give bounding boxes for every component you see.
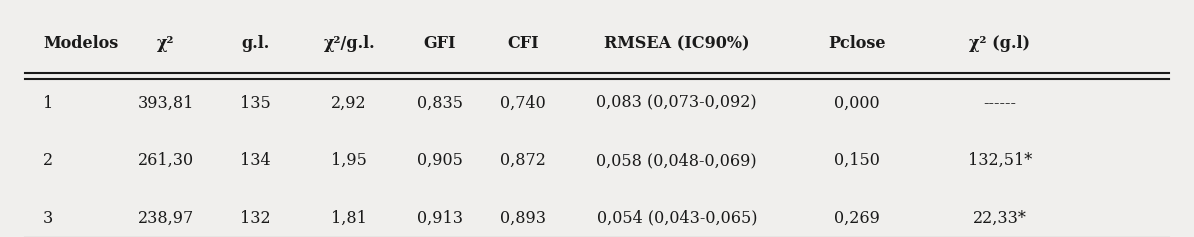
Text: 0,000: 0,000 bbox=[833, 95, 880, 112]
Text: 238,97: 238,97 bbox=[137, 210, 193, 227]
Text: GFI: GFI bbox=[424, 35, 456, 52]
Text: 0,835: 0,835 bbox=[417, 95, 463, 112]
Text: ------: ------ bbox=[983, 95, 1016, 112]
Text: 0,913: 0,913 bbox=[417, 210, 463, 227]
Text: CFI: CFI bbox=[507, 35, 538, 52]
Text: 0,054 (0,043-0,065): 0,054 (0,043-0,065) bbox=[597, 210, 757, 227]
Text: RMSEA (IC90%): RMSEA (IC90%) bbox=[604, 35, 750, 52]
Text: 0,083 (0,073-0,092): 0,083 (0,073-0,092) bbox=[597, 95, 757, 112]
Text: 393,81: 393,81 bbox=[137, 95, 193, 112]
Text: 2: 2 bbox=[43, 152, 54, 169]
Text: 132: 132 bbox=[240, 210, 270, 227]
Text: 0,893: 0,893 bbox=[500, 210, 546, 227]
Text: 135: 135 bbox=[240, 95, 271, 112]
Text: 261,30: 261,30 bbox=[137, 152, 193, 169]
Text: Modelos: Modelos bbox=[43, 35, 118, 52]
Text: 0,150: 0,150 bbox=[833, 152, 880, 169]
Text: 0,872: 0,872 bbox=[500, 152, 546, 169]
Text: 132,51*: 132,51* bbox=[967, 152, 1032, 169]
Text: 0,740: 0,740 bbox=[500, 95, 546, 112]
Text: 2,92: 2,92 bbox=[332, 95, 367, 112]
Text: 22,33*: 22,33* bbox=[973, 210, 1027, 227]
Text: χ² (g.l): χ² (g.l) bbox=[970, 35, 1030, 52]
Text: χ²/g.l.: χ²/g.l. bbox=[324, 35, 375, 52]
Text: 0,058 (0,048-0,069): 0,058 (0,048-0,069) bbox=[597, 152, 757, 169]
Text: 0,269: 0,269 bbox=[833, 210, 880, 227]
Text: g.l.: g.l. bbox=[241, 35, 269, 52]
Text: 1: 1 bbox=[43, 95, 54, 112]
Text: 1,81: 1,81 bbox=[331, 210, 368, 227]
Text: 3: 3 bbox=[43, 210, 54, 227]
Text: 1,95: 1,95 bbox=[331, 152, 368, 169]
Text: χ²: χ² bbox=[158, 35, 174, 52]
Text: 0,905: 0,905 bbox=[417, 152, 463, 169]
Text: 134: 134 bbox=[240, 152, 270, 169]
Text: Pclose: Pclose bbox=[827, 35, 886, 52]
